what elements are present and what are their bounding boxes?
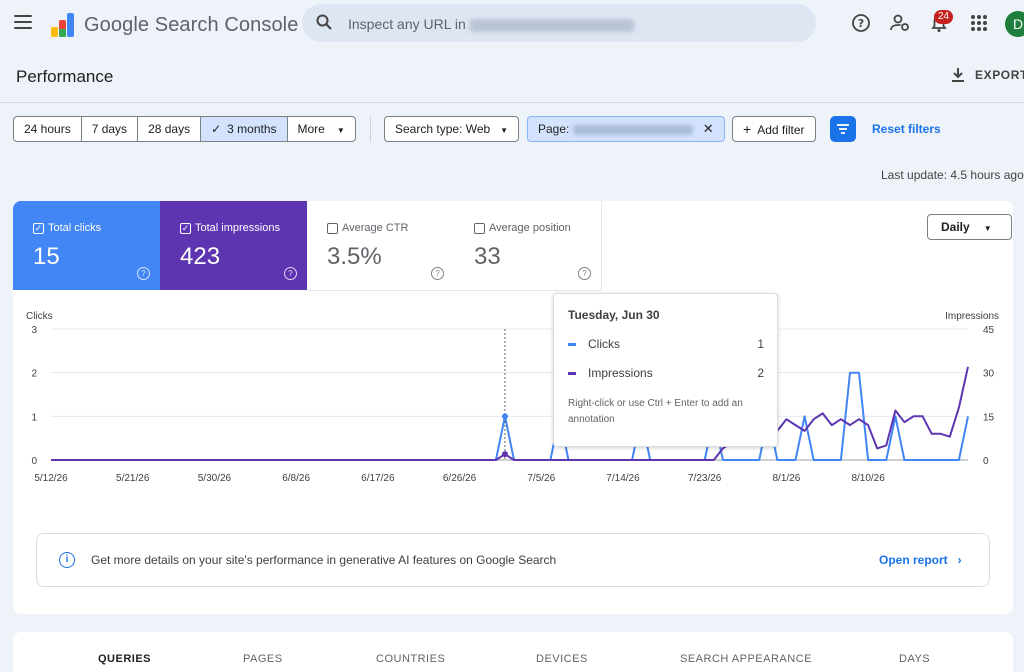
x-tick-label: 5/12/26 bbox=[34, 473, 68, 484]
search-console-logo bbox=[50, 11, 76, 39]
page-title: Performance bbox=[16, 67, 114, 86]
y-axis-left-label: Clicks bbox=[26, 311, 53, 322]
manage-users-icon[interactable] bbox=[889, 12, 911, 34]
metric-total-impressions[interactable]: ✓ Total impressions 423 ? bbox=[160, 201, 307, 290]
banner-text: Get more details on your site's performa… bbox=[91, 553, 557, 567]
tooltip-row-clicks: Clicks 1 bbox=[568, 337, 764, 351]
search-placeholder[interactable]: Inspect any URL in bbox=[348, 16, 634, 32]
ai-features-banner: i Get more details on your site's perfor… bbox=[36, 533, 990, 587]
help-icon[interactable]: ? bbox=[137, 267, 150, 280]
tab-pages[interactable]: PAGES bbox=[243, 653, 283, 665]
search-icon bbox=[316, 14, 332, 30]
tab-days[interactable]: DAYS bbox=[899, 653, 931, 665]
x-tick-label: 5/21/26 bbox=[116, 473, 150, 484]
tooltip-date: Tuesday, Jun 30 bbox=[568, 308, 660, 322]
blurred-page-url bbox=[572, 124, 693, 135]
page-filter-chip[interactable]: Page: ✕ bbox=[527, 116, 725, 142]
tab-queries[interactable]: QUERIES bbox=[98, 653, 152, 665]
svg-text:?: ? bbox=[858, 17, 864, 30]
date-range-selector: 24 hours 7 days 28 days ✓ 3 months More ▼ bbox=[13, 116, 356, 142]
help-icon[interactable]: ? bbox=[850, 12, 872, 34]
x-tick-label: 7/23/26 bbox=[688, 473, 722, 484]
blurred-property-url bbox=[469, 18, 634, 32]
plus-icon: + bbox=[743, 121, 752, 137]
clicks-swatch bbox=[568, 343, 576, 347]
add-filter-button[interactable]: + Add filter bbox=[732, 116, 816, 142]
x-tick-label: 8/1/26 bbox=[773, 473, 801, 484]
checkbox-unchecked-icon[interactable] bbox=[327, 223, 338, 234]
search-type-filter[interactable]: Search type: Web ▼ bbox=[384, 116, 520, 142]
apps-grid-icon[interactable] bbox=[968, 12, 990, 34]
x-tick-label: 6/8/26 bbox=[282, 473, 310, 484]
metric-average-position[interactable]: Average position 33 ? bbox=[454, 201, 602, 291]
help-icon[interactable]: ? bbox=[578, 267, 591, 280]
close-icon[interactable]: ✕ bbox=[702, 121, 714, 136]
y-tick-right: 45 bbox=[983, 325, 995, 336]
avatar[interactable]: D bbox=[1005, 11, 1024, 37]
x-tick-label: 8/10/26 bbox=[851, 473, 885, 484]
filter-separator bbox=[370, 116, 371, 142]
tab-search-appearance[interactable]: SEARCH APPEARANCE bbox=[680, 653, 812, 665]
metric-total-clicks[interactable]: ✓ Total clicks 15 ? bbox=[13, 201, 160, 290]
series-line-impressions bbox=[51, 366, 969, 461]
y-tick-right: 0 bbox=[983, 456, 989, 467]
x-tick-label: 6/17/26 bbox=[361, 473, 395, 484]
tab-devices[interactable]: DEVICES bbox=[536, 653, 588, 665]
last-update-text: Last update: 4.5 hours ago bbox=[881, 168, 1024, 182]
dimension-tabs: QUERIES PAGES COUNTRIES DEVICES SEARCH A… bbox=[13, 632, 1013, 672]
granularity-dropdown[interactable]: Daily ▼ bbox=[927, 214, 1012, 240]
checkbox-unchecked-icon[interactable] bbox=[474, 223, 485, 234]
y-tick-left: 0 bbox=[31, 456, 37, 467]
x-tick-label: 7/5/26 bbox=[527, 473, 555, 484]
open-report-link[interactable]: Open report › bbox=[879, 553, 962, 567]
date-range-3m[interactable]: ✓ 3 months bbox=[201, 117, 288, 141]
y-tick-right: 30 bbox=[983, 369, 995, 380]
dropdown-arrow-icon: ▼ bbox=[500, 126, 509, 135]
main-menu-icon[interactable] bbox=[14, 15, 32, 29]
tab-countries[interactable]: COUNTRIES bbox=[376, 653, 446, 665]
help-icon[interactable]: ? bbox=[284, 267, 297, 280]
x-tick-label: 6/26/26 bbox=[443, 473, 477, 484]
checkbox-checked-icon[interactable]: ✓ bbox=[33, 223, 44, 234]
info-icon: i bbox=[59, 552, 75, 568]
x-tick-label: 7/14/26 bbox=[606, 473, 640, 484]
help-icon[interactable]: ? bbox=[431, 267, 444, 280]
y-tick-left: 3 bbox=[31, 325, 37, 336]
check-icon: ✓ bbox=[211, 122, 222, 136]
date-range-more[interactable]: More ▼ bbox=[297, 122, 345, 136]
y-tick-right: 15 bbox=[983, 412, 995, 423]
x-tick-label: 5/30/26 bbox=[198, 473, 232, 484]
chevron-right-icon: › bbox=[957, 553, 962, 567]
impressions-swatch bbox=[568, 372, 576, 376]
header-divider bbox=[0, 102, 1024, 103]
date-range-28d[interactable]: 28 days bbox=[138, 117, 202, 141]
y-axis-right-label: Impressions bbox=[945, 311, 999, 322]
download-icon[interactable] bbox=[950, 66, 966, 89]
tooltip-row-impressions: Impressions 2 bbox=[568, 366, 764, 380]
tooltip-annotation-hint: Right-click or use Ctrl + Enter to add a… bbox=[568, 398, 743, 425]
dropdown-arrow-icon: ▼ bbox=[336, 126, 345, 135]
y-tick-left: 2 bbox=[31, 369, 37, 380]
metric-average-ctr[interactable]: Average CTR 3.5% ? bbox=[307, 201, 455, 291]
export-button[interactable]: EXPORT bbox=[975, 68, 1024, 82]
filter-settings-button[interactable] bbox=[830, 116, 856, 142]
notification-badge: 24 bbox=[934, 10, 954, 24]
checkbox-checked-icon[interactable]: ✓ bbox=[180, 223, 191, 234]
reset-filters-link[interactable]: Reset filters bbox=[872, 122, 941, 136]
y-tick-left: 1 bbox=[31, 412, 37, 423]
date-range-24h[interactable]: 24 hours bbox=[14, 117, 82, 141]
filter-icon bbox=[837, 124, 849, 134]
chart-tooltip: Tuesday, Jun 30 Clicks 1 Impressions 2 Rig… bbox=[553, 293, 778, 447]
dropdown-arrow-icon: ▼ bbox=[983, 224, 992, 233]
hover-point-impressions bbox=[501, 451, 508, 458]
app-title: Google Search Console bbox=[84, 14, 299, 36]
date-range-7d[interactable]: 7 days bbox=[82, 117, 139, 141]
hover-point-clicks bbox=[501, 413, 508, 420]
